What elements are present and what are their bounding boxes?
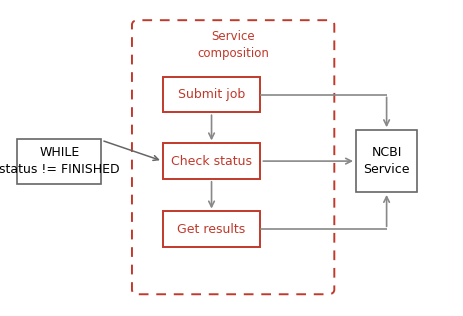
Bar (355, 130, 416, 192)
FancyBboxPatch shape (131, 20, 333, 294)
Bar (163, 211, 260, 247)
Bar (163, 143, 260, 179)
Text: WHILE
status != FINISHED: WHILE status != FINISHED (0, 146, 119, 176)
Text: NCBI
Service: NCBI Service (363, 146, 409, 176)
Bar (163, 77, 260, 112)
Text: Check status: Check status (171, 155, 251, 167)
Bar (17, 139, 101, 184)
Text: Submit job: Submit job (177, 88, 244, 101)
Text: Service
composition: Service composition (197, 30, 269, 60)
Text: Get results: Get results (177, 223, 245, 236)
